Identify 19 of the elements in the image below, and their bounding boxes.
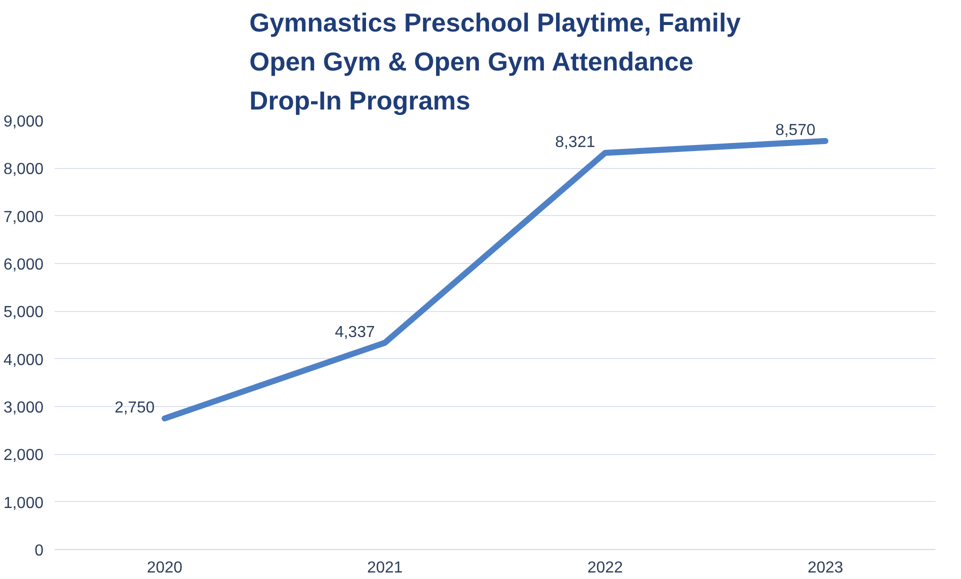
data-label: 8,321 bbox=[555, 134, 596, 151]
x-tick-label: 2021 bbox=[367, 560, 403, 576]
y-tick-label: 1,000 bbox=[3, 494, 44, 512]
y-tick-label: 4,000 bbox=[3, 352, 44, 369]
data-label: 2,750 bbox=[114, 399, 155, 416]
y-tick-label: 7,000 bbox=[3, 208, 44, 226]
y-tick-label: 2,000 bbox=[3, 447, 44, 464]
y-tick-label: 0 bbox=[34, 542, 44, 560]
data-label: 4,337 bbox=[334, 324, 375, 341]
chart-title: Gymnastics Preschool Playtime, Family Open Gym & Open Gym Attendance Drop-In Programs bbox=[249, 8, 742, 116]
y-tick-label: 5,000 bbox=[3, 304, 44, 322]
x-tick-label: 2023 bbox=[808, 560, 844, 576]
data-label: 8,570 bbox=[775, 122, 816, 139]
x-tick-label: 2022 bbox=[587, 560, 624, 576]
y-tick-label: 3,000 bbox=[3, 400, 44, 416]
y-tick-label: 9,000 bbox=[3, 114, 44, 130]
x-tick-label: 2020 bbox=[146, 560, 183, 576]
y-tick-label: 8,000 bbox=[3, 161, 44, 178]
y-tick-label: 6,000 bbox=[3, 256, 44, 274]
